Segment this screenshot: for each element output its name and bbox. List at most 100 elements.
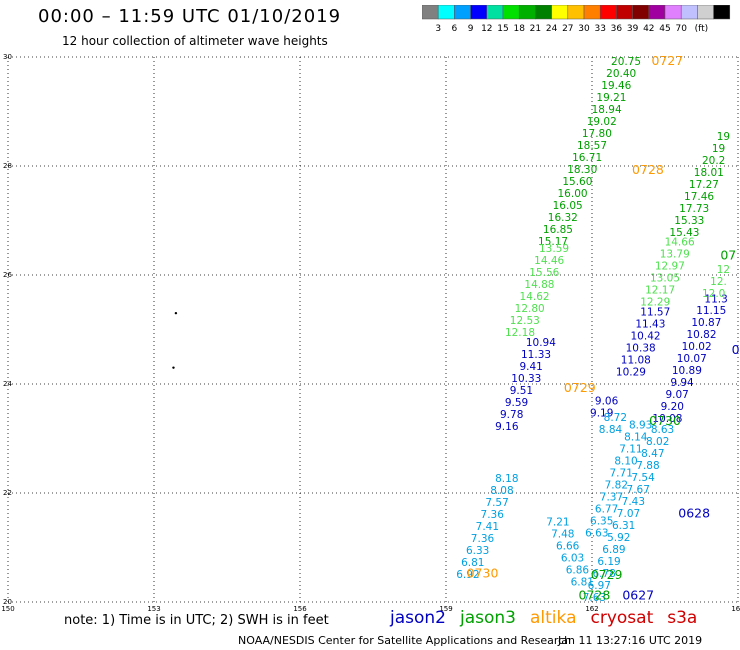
wave-height-label: 14.62 xyxy=(520,291,550,303)
wave-height-label: 16.00 xyxy=(558,188,588,200)
wave-height-label: 11.33 xyxy=(521,349,551,361)
wave-height-label: 8.14 xyxy=(624,432,648,444)
wave-height-label: 9.51 xyxy=(510,385,533,397)
footnote: note: 1) Time is in UTC; 2) SWH is in fe… xyxy=(64,613,329,628)
altimeter-track: 9.199.06 xyxy=(590,396,619,420)
wave-height-label: 8.10 xyxy=(614,456,637,468)
wave-height-label: 18.30 xyxy=(567,164,597,176)
wave-height-label: 10.38 xyxy=(626,342,656,354)
wave-height-label: 19.02 xyxy=(587,116,617,128)
wave-height-label: 6.89 xyxy=(602,544,625,556)
legend-label: 39 xyxy=(627,24,639,34)
wave-height-label: 16.85 xyxy=(543,224,573,236)
wave-height-label: 7.48 xyxy=(551,529,574,541)
wave-height-label: 12.17 xyxy=(645,285,675,297)
wave-height-label: 9.59 xyxy=(505,397,528,409)
wave-height-label: 9.41 xyxy=(519,361,542,373)
pass-time-label: 0729 xyxy=(564,380,596,395)
longitude-tick-label: 165 xyxy=(731,605,740,613)
wave-height-label: 6.33 xyxy=(466,545,489,557)
wave-height-label: 20.75 xyxy=(611,56,641,68)
wave-height-label: 15.56 xyxy=(529,267,559,279)
wave-height-label: 12.97 xyxy=(655,261,685,273)
wave-height-label: 8.47 xyxy=(641,448,664,460)
wave-height-label: 16.05 xyxy=(553,200,583,212)
pass-time-label: 07 xyxy=(720,248,736,263)
wave-height-label: 11.43 xyxy=(635,318,665,330)
wave-height-label: 19 xyxy=(717,131,730,143)
wave-height-label: 7.36 xyxy=(471,533,495,545)
altimeter-track: 20.7520.4019.4619.2118.9419.0217.8018.57… xyxy=(538,56,641,248)
legend-label: 70 xyxy=(675,24,687,34)
wave-height-label: 19.46 xyxy=(601,80,631,92)
wave-height-label: 15.60 xyxy=(562,176,592,188)
wave-height-label: 12.53 xyxy=(510,315,540,327)
wave-height-label: 11.57 xyxy=(640,306,670,318)
wave-height-label: 15.43 xyxy=(669,227,699,239)
wave-height-label: 16.32 xyxy=(548,212,578,224)
altimeter-track: 10.089.209.079.9410.8910.0710.0210.8210.… xyxy=(652,293,727,425)
wave-height-label: 6.63 xyxy=(585,528,608,540)
wave-height-label: 6.77 xyxy=(595,504,618,516)
wave-height-label: 8.84 xyxy=(599,424,623,436)
wave-height-label: 10.94 xyxy=(526,337,556,349)
wave-height-label: 6.19 xyxy=(597,556,620,568)
wave-height-label: 8.18 xyxy=(495,473,518,485)
wave-height-label: 7.71 xyxy=(610,468,633,480)
wave-height-label: 7.37 xyxy=(600,492,623,504)
wave-height-label: 9.94 xyxy=(670,377,694,389)
legend-label: 21 xyxy=(530,24,541,34)
wave-height-label: 6.66 xyxy=(556,541,580,553)
satellite-altika: altika xyxy=(530,608,577,628)
observation-point xyxy=(174,311,178,315)
wave-height-label: 6.35 xyxy=(590,516,613,528)
wave-height-label: 11.15 xyxy=(696,305,726,317)
agency-credit: NOAA/NESDIS Center for Satellite Applica… xyxy=(238,634,572,647)
wave-height-label: 16.71 xyxy=(572,152,602,164)
wave-height-label: 20.40 xyxy=(606,68,636,80)
wave-height-label: 14.88 xyxy=(524,279,554,291)
latitude-tick-label: 22 xyxy=(3,489,12,497)
wave-height-label: 6.97 xyxy=(588,580,611,592)
pass-time-label: 0627 xyxy=(622,587,654,602)
wave-height-label: 10.33 xyxy=(511,373,541,385)
pass-time-label: 0728 xyxy=(579,587,611,602)
wave-height-label: 6.81 xyxy=(571,577,594,589)
legend-label: 18 xyxy=(513,24,525,34)
wave-height-label: 8.02 xyxy=(646,436,669,448)
wave-height-label: 12.29 xyxy=(640,297,670,309)
altimeter-track: 8.638.028.477.887.547.677.437.076.315.92… xyxy=(583,424,675,604)
pass-time-label: 0730 xyxy=(649,413,681,428)
wave-height-label: 7.82 xyxy=(605,480,628,492)
wave-height-label: 14.66 xyxy=(665,237,695,249)
chart-title: 00:00 – 11:59 UTC 01/10/2019 xyxy=(38,6,342,27)
legend-label: 15 xyxy=(497,24,508,34)
wave-height-label: 20.2 xyxy=(702,155,725,167)
observation-point xyxy=(172,366,175,369)
wave-height-label: 10.07 xyxy=(677,353,707,365)
legend-label: 9 xyxy=(468,24,474,34)
wave-height-label: 12. xyxy=(710,276,727,288)
wave-height-label: 17.27 xyxy=(689,179,719,191)
latitude-tick-label: 28 xyxy=(3,162,12,170)
wave-height-label: 9.06 xyxy=(595,396,619,408)
satellite-cryosat: cryosat xyxy=(590,608,654,628)
wave-height-label: 7.07 xyxy=(617,508,640,520)
wave-height-label: 11.3 xyxy=(704,293,727,305)
pass-time-label: 0729 xyxy=(591,567,623,582)
wave-height-label: 13.59 xyxy=(539,243,569,255)
wave-height-label: 12.0 xyxy=(702,288,725,300)
pass-time-label: 0 xyxy=(732,342,740,357)
legend-label: 45 xyxy=(659,24,670,34)
wave-height-label: 10.29 xyxy=(616,366,646,378)
latitude-tick-label: 24 xyxy=(3,380,12,388)
wave-height-label: 19.21 xyxy=(596,92,626,104)
chart-subtitle: 12 hour collection of altimeter wave hei… xyxy=(62,34,328,48)
pass-time-label: 0727 xyxy=(652,53,684,68)
legend-label: 42 xyxy=(643,24,654,34)
latitude-tick-label: 20 xyxy=(3,598,12,606)
legend-label: 30 xyxy=(578,24,590,34)
wave-height-label: 19 xyxy=(712,143,725,155)
